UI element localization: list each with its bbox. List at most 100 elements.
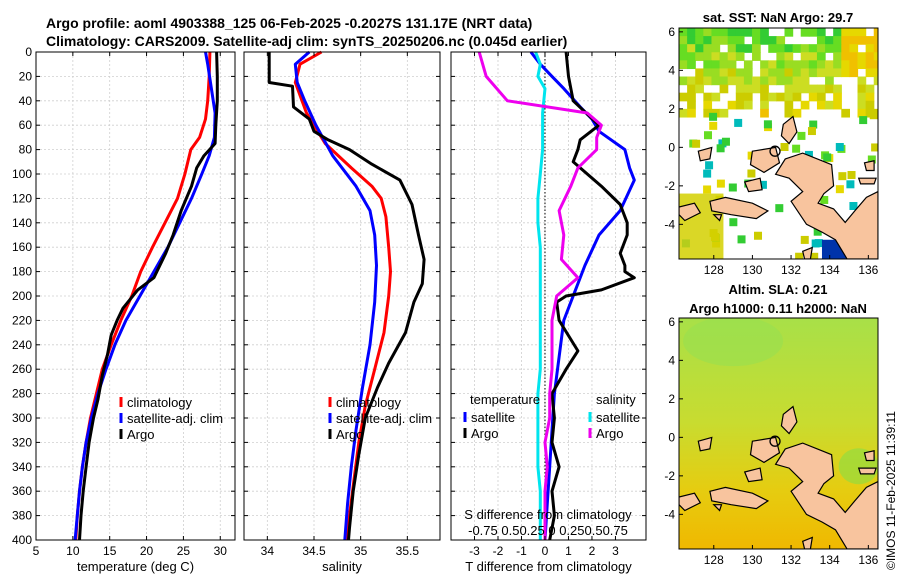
sst-cell <box>760 60 769 70</box>
sst-cell <box>865 92 875 102</box>
legend-title: temperature <box>470 392 540 407</box>
y-tick-label: 200 <box>12 289 32 303</box>
land-polygon <box>780 405 798 435</box>
sst-cell <box>792 44 802 53</box>
sst-cell <box>800 60 810 70</box>
series-salinity-satellite <box>534 51 547 540</box>
sst-cell <box>734 118 743 127</box>
map-content <box>679 28 878 259</box>
sst-cell <box>865 60 875 70</box>
sst-cell <box>735 36 745 45</box>
sst-cell <box>816 28 826 37</box>
sst-cell <box>849 28 859 37</box>
sst-cell <box>711 44 721 53</box>
sst-cell <box>792 144 801 153</box>
sst-cell <box>825 44 834 53</box>
sst-cell <box>800 84 810 94</box>
x-axis-label: salinity <box>322 559 362 574</box>
panel-sla_map: 128 130 132 134 136 6 4 2 0 -2 -4 Altim. SLA: 0.21 A… <box>664 282 878 567</box>
sst-cell <box>867 155 876 164</box>
panel-temperature: 5 10 15 20 25 3002040608010012014016018020022… <box>12 45 236 574</box>
x-tick-label: 132 <box>781 263 801 277</box>
x-tick-label: 34.5 <box>302 544 326 558</box>
sst-cell <box>816 100 826 110</box>
sst-cell <box>703 92 713 102</box>
sst-cell <box>833 28 842 37</box>
land-polygon <box>743 467 763 483</box>
sst-cell <box>687 36 696 45</box>
sst-cell <box>752 28 761 37</box>
sst-cell <box>841 108 851 118</box>
sst-cell <box>825 36 834 45</box>
legend-label: satellite <box>596 410 640 425</box>
map-content <box>679 318 878 549</box>
series-argo <box>78 51 219 541</box>
sst-cell <box>835 185 844 194</box>
sst-cell <box>865 36 875 45</box>
land-polygon <box>679 202 702 222</box>
sst-cell <box>679 60 688 70</box>
sst-cell <box>735 52 745 61</box>
sst-cell <box>841 52 851 61</box>
sst-cell <box>727 36 737 45</box>
y-tick-label: 2 <box>668 102 675 116</box>
sst-cell <box>743 44 753 53</box>
x-tick-label: -2 <box>493 544 504 558</box>
sst-cell <box>823 153 832 162</box>
sst-cell <box>857 92 867 102</box>
x-tick-label: 2 <box>589 544 596 558</box>
sst-cell <box>760 108 769 118</box>
map-title: Altim. SLA: 0.21 <box>729 282 828 297</box>
sst-cell <box>859 116 868 125</box>
legend-label: climatology <box>336 395 402 410</box>
s-difference-ticklabels: -0.75 0.50.25 0 0.250.50.75 <box>468 523 628 538</box>
sst-cell <box>849 68 859 78</box>
y-tick-label: 80 <box>19 143 33 157</box>
sst-cell <box>727 52 737 61</box>
land-polygon <box>801 536 814 549</box>
x-tick-label: 0 <box>542 544 549 558</box>
y-tick-label: 6 <box>668 25 675 39</box>
legend-title: salinity <box>596 392 636 407</box>
sst-cell <box>825 84 834 94</box>
x-tick-label: 128 <box>704 553 724 567</box>
sst-cell <box>784 100 794 110</box>
sst-cell <box>703 68 713 78</box>
y-tick-label: 180 <box>12 265 32 279</box>
sst-cell <box>873 68 878 78</box>
sst-cell <box>784 84 794 94</box>
x-tick-label: 134 <box>820 553 840 567</box>
sst-cell <box>816 60 826 70</box>
x-tick-label: 136 <box>858 553 878 567</box>
sst-cell <box>711 92 721 102</box>
sst-cell <box>711 76 721 86</box>
sst-cell <box>809 120 818 129</box>
sst-cell <box>743 84 753 94</box>
sst-cell <box>813 227 822 236</box>
sst-cell <box>784 68 794 78</box>
sst-cell <box>808 84 818 94</box>
sst-cell <box>768 60 777 70</box>
y-tick-label: 60 <box>19 118 33 132</box>
sst-cell <box>727 68 737 78</box>
sst-cell <box>873 28 878 37</box>
sst-cell <box>703 100 713 110</box>
y-tick-label: -2 <box>664 179 675 193</box>
x-tick-label: 35.5 <box>396 544 420 558</box>
sst-cell <box>716 144 725 153</box>
sst-cell <box>814 239 823 248</box>
sst-cell <box>792 92 802 102</box>
sst-cell <box>743 92 753 102</box>
sst-cell <box>679 92 688 102</box>
sst-cell <box>865 84 875 94</box>
sst-cell <box>727 76 737 86</box>
sst-cell <box>743 60 753 70</box>
sst-cell <box>807 127 816 136</box>
map-title: sat. SST: NaN Argo: 29.7 <box>703 10 854 25</box>
map-frame <box>678 27 879 260</box>
sst-cell <box>752 84 761 94</box>
sst-cell <box>784 44 794 53</box>
y-tick-label: 0 <box>668 140 675 154</box>
sst-cell <box>703 60 713 70</box>
